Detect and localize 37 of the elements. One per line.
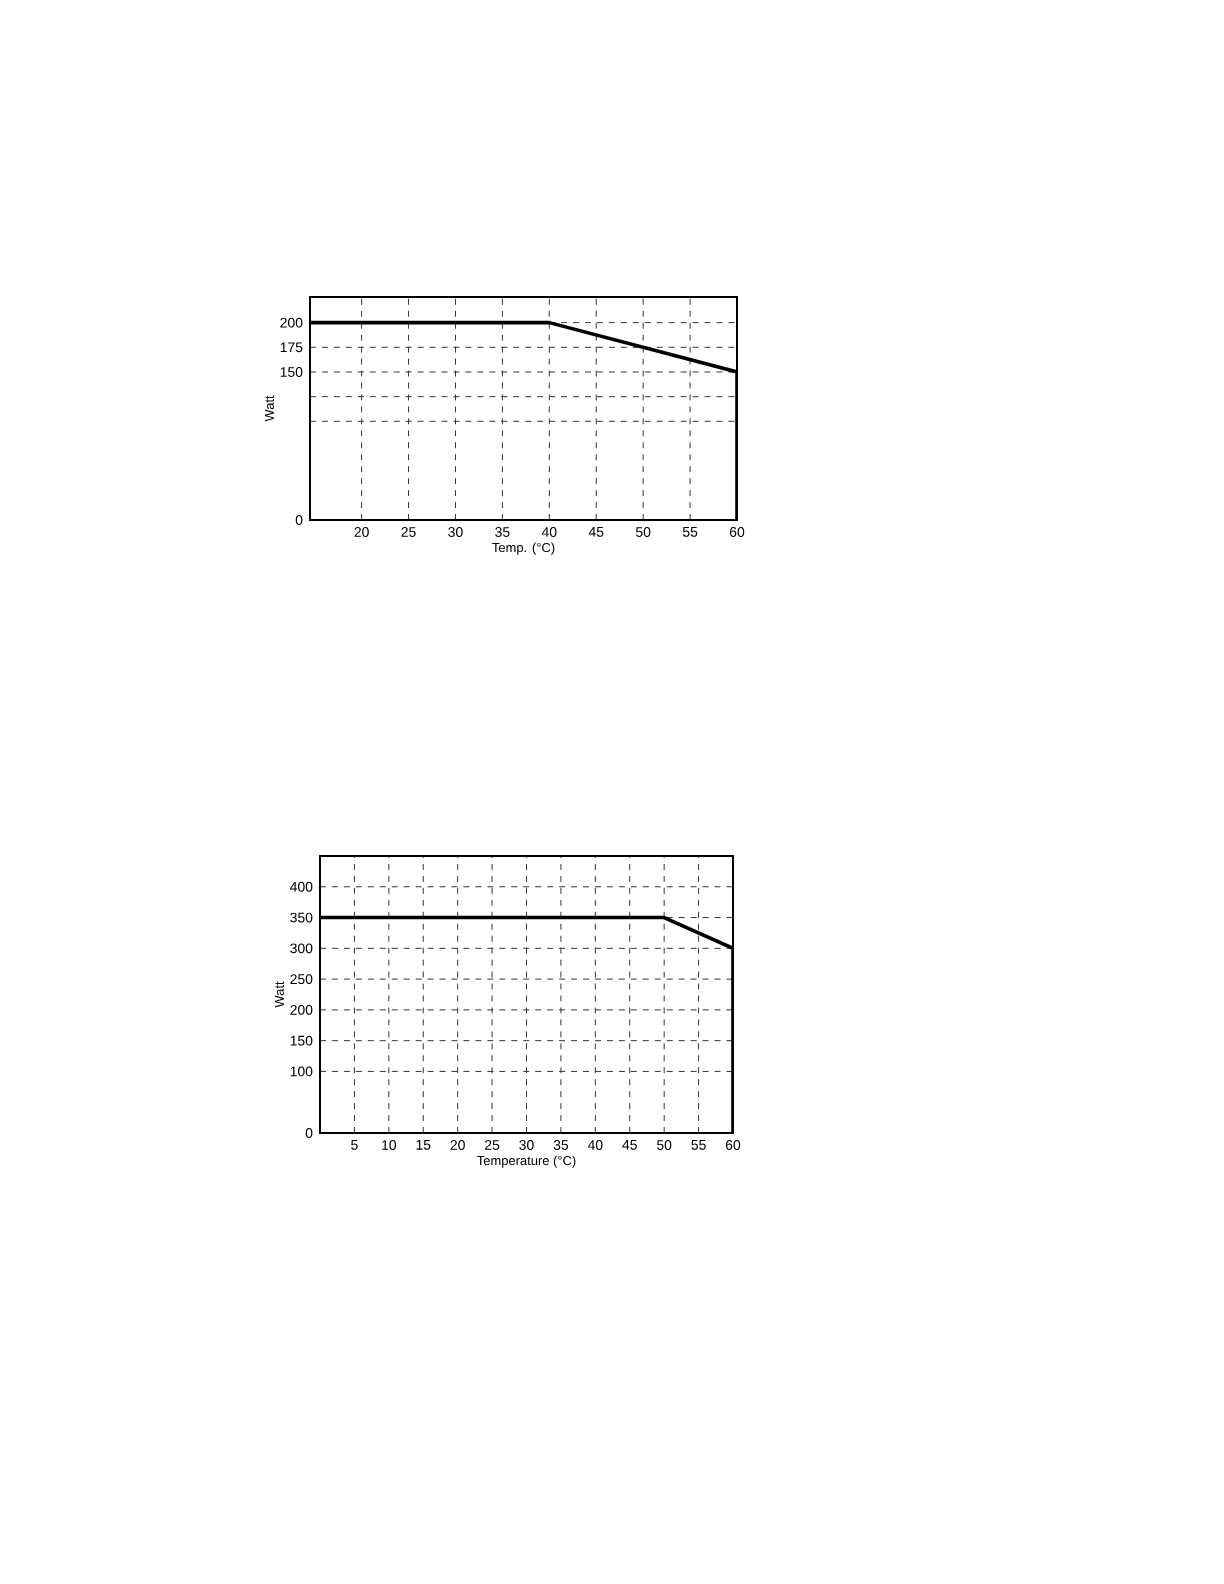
x-tick-label: 20 bbox=[450, 1140, 465, 1150]
x-tick-label: 60 bbox=[725, 1140, 741, 1150]
x-tick-label: 50 bbox=[635, 527, 651, 537]
x-axis-title: Temperature (°C) bbox=[477, 1155, 576, 1168]
x-tick-label: 40 bbox=[541, 527, 557, 537]
x-tick-label: 25 bbox=[485, 1140, 500, 1150]
y-axis-title: Watt bbox=[264, 395, 274, 422]
x-tick-label: 45 bbox=[588, 527, 604, 537]
x-tick-label: 35 bbox=[495, 527, 510, 537]
y-tick-label: 200 bbox=[280, 317, 303, 328]
y-axis-title: Watt bbox=[274, 981, 284, 1008]
y-tick-label: 250 bbox=[290, 974, 313, 985]
x-axis-title: Temp. (°C) bbox=[492, 542, 555, 555]
y-tick-label: 100 bbox=[290, 1066, 313, 1077]
x-tick-label: 25 bbox=[401, 527, 416, 537]
y-tick-label: 175 bbox=[280, 342, 303, 353]
x-tick-label: 50 bbox=[656, 1140, 672, 1150]
x-tick-label: 5 bbox=[351, 1140, 358, 1150]
x-tick-label: 15 bbox=[416, 1140, 431, 1150]
x-tick-label: 60 bbox=[729, 527, 745, 537]
x-tick-label: 30 bbox=[448, 527, 463, 537]
y-tick-label: 0 bbox=[305, 1128, 313, 1138]
x-tick-label: 55 bbox=[691, 1140, 706, 1150]
y-tick-label: 150 bbox=[290, 1035, 313, 1046]
x-tick-label: 20 bbox=[354, 527, 369, 537]
y-tick-label: 0 bbox=[295, 515, 303, 525]
x-tick-label: 35 bbox=[553, 1140, 569, 1150]
x-tick-label: 45 bbox=[622, 1140, 637, 1150]
y-tick-label: 400 bbox=[290, 881, 313, 892]
x-tick-label: 55 bbox=[682, 527, 698, 537]
y-tick-label: 150 bbox=[280, 367, 303, 377]
y-tick-label: 200 bbox=[290, 1004, 313, 1015]
x-tick-label: 10 bbox=[382, 1140, 397, 1150]
y-tick-label: 350 bbox=[290, 912, 313, 923]
y-tick-label: 300 bbox=[290, 943, 313, 954]
x-tick-label: 40 bbox=[587, 1140, 603, 1150]
x-tick-label: 30 bbox=[519, 1140, 534, 1150]
